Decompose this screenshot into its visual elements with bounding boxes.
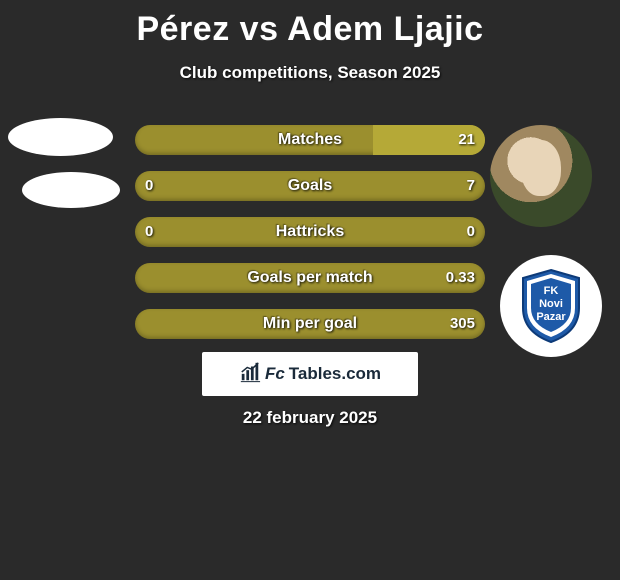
- stat-value-left: 0: [145, 217, 153, 247]
- stat-label: Goals per match: [135, 263, 485, 293]
- player2-name: Adem Ljajic: [287, 10, 483, 48]
- stat-row: Goals0 7: [135, 171, 485, 201]
- stat-row: Min per goal305: [135, 309, 485, 339]
- stat-label: Min per goal: [135, 309, 485, 339]
- stat-row: Hattricks0 0: [135, 217, 485, 247]
- player1-club-placeholder: [22, 172, 120, 208]
- club-text-novi: Novi: [539, 298, 563, 310]
- stat-value-right: 0: [467, 217, 475, 247]
- chart-icon: [239, 361, 261, 388]
- stat-label: Hattricks: [135, 217, 485, 247]
- stat-row: Matches21: [135, 125, 485, 155]
- stat-value-right: 7: [467, 171, 475, 201]
- stat-value-left: 0: [145, 171, 153, 201]
- brand-footer[interactable]: FcTables.com: [202, 352, 418, 396]
- stat-label: Matches: [135, 125, 485, 155]
- player2-avatar: [490, 125, 592, 227]
- stat-value-right: 305: [450, 309, 475, 339]
- stat-value-right: 0.33: [446, 263, 475, 293]
- stat-value-right: 21: [458, 125, 475, 155]
- stats-container: Matches21Goals07Hattricks00Goals per mat…: [135, 125, 485, 355]
- stat-label: Goals: [135, 171, 485, 201]
- page-title: Pérez vs Adem Ljajic: [0, 0, 620, 49]
- brand-prefix: Fc: [265, 364, 285, 384]
- player1-name: Pérez: [136, 10, 229, 48]
- stat-row: Goals per match0.33: [135, 263, 485, 293]
- club-shield-icon: FK Novi Pazar: [519, 268, 583, 344]
- player2-club-badge: FK Novi Pazar: [500, 255, 602, 357]
- club-text-fk: FK: [544, 285, 559, 297]
- club-text-pazar: Pazar: [536, 311, 566, 323]
- vs-label: vs: [240, 10, 279, 48]
- brand-suffix: Tables.com: [289, 364, 381, 384]
- date-label: 22 february 2025: [0, 408, 620, 428]
- subtitle: Club competitions, Season 2025: [0, 63, 620, 83]
- player1-avatar-placeholder: [8, 118, 113, 156]
